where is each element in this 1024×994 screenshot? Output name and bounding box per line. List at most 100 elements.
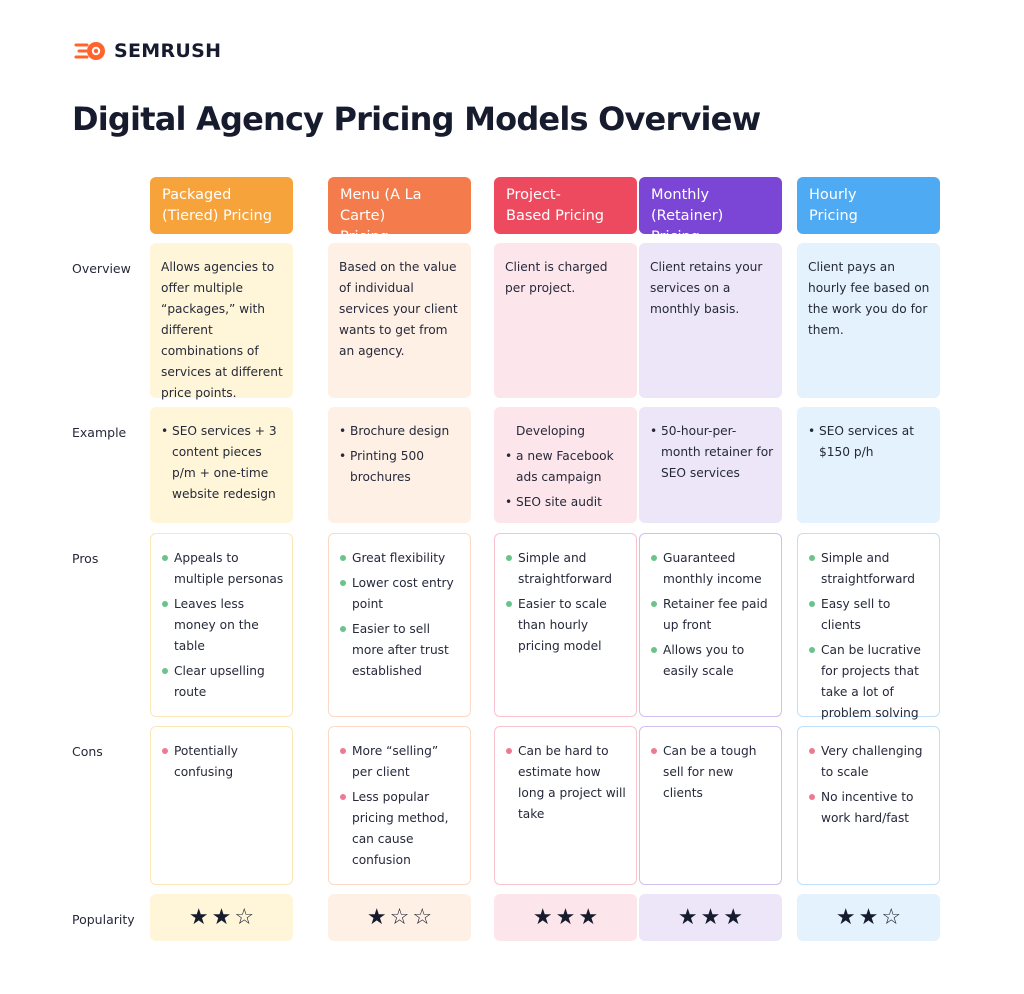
column-header: Monthly (Retainer) Pricing [639, 177, 782, 245]
pros-list: Guaranteed monthly income Retainer fee pa… [651, 548, 773, 682]
overview-cell: Client retains your services on a monthl… [639, 243, 782, 398]
column-header-line: Monthly [651, 187, 710, 203]
column-header: Project- Based Pricing [494, 177, 637, 234]
con-item: Very challenging to scale [809, 741, 931, 783]
column-header-line: Menu (A La Carte) [340, 187, 422, 224]
star-filled-icon: ★ [578, 904, 599, 930]
row-label-pros: Pros [72, 551, 99, 566]
star-filled-icon: ★ [677, 904, 698, 930]
star-empty-icon: ☆ [881, 904, 902, 930]
page-title: Digital Agency Pricing Models Overview [72, 100, 761, 138]
column-header: Hourly Pricing [797, 177, 940, 234]
pro-item: Appeals to multiple personas [162, 548, 284, 590]
example-item: SEO services + 3 content pieces p/m + on… [161, 421, 285, 505]
pro-item: Easy sell to clients [809, 594, 931, 636]
row-label-cons: Cons [72, 744, 103, 759]
con-item: Can be a tough sell for new clients [651, 741, 773, 804]
cons-cell: Potentially confusing [150, 726, 293, 885]
column-header-line: Project- [506, 187, 561, 203]
star-empty-icon: ☆ [389, 904, 410, 930]
pros-cell: Simple and straightforward Easier to scal… [494, 533, 637, 717]
pro-item: Great flexibility [340, 548, 462, 569]
pro-item: Guaranteed monthly income [651, 548, 773, 590]
example-list: SEO services at $150 p/h [808, 421, 932, 463]
brand-name: SEMRUSH [114, 40, 222, 62]
pro-item: Leaves less money on the table [162, 594, 284, 657]
cons-cell: Can be a tough sell for new clients [639, 726, 782, 885]
con-item: Less popular pricing method, can cause c… [340, 787, 462, 871]
pro-item: Simple and straightforward [809, 548, 931, 590]
column-header-line: (Retainer) Pricing [651, 208, 724, 245]
pro-item: Lower cost entry point [340, 573, 462, 615]
example-cell: 50-hour-per-month retainer for SEO servi… [639, 407, 782, 523]
example-item: a new Facebook ads campaign [505, 446, 629, 488]
popularity-rating: ★ ★ ★ [639, 894, 782, 941]
cons-cell: Can be hard to estimate how long a proje… [494, 726, 637, 885]
row-label-popularity: Popularity [72, 912, 135, 927]
example-cell: Developing a new Facebook ads campaign SEO… [494, 407, 637, 523]
cons-list: Potentially confusing [162, 741, 284, 783]
pros-cell: Guaranteed monthly income Retainer fee pa… [639, 533, 782, 717]
example-cell: SEO services at $150 p/h [797, 407, 940, 523]
star-filled-icon: ★ [858, 904, 879, 930]
example-list: Developing a new Facebook ads campaign SEO… [505, 421, 629, 513]
pro-item: Allows you to easily scale [651, 640, 773, 682]
example-cell: Brochure design Printing 500 brochures [328, 407, 471, 523]
row-label-overview: Overview [72, 261, 131, 276]
cons-list: Can be a tough sell for new clients [651, 741, 773, 804]
cons-cell: More “selling” per client Less popular pr… [328, 726, 471, 885]
con-item: More “selling” per client [340, 741, 462, 783]
column-header: Packaged (Tiered) Pricing [150, 177, 293, 234]
pros-cell: Simple and straightforward Easy sell to c… [797, 533, 940, 720]
star-empty-icon: ☆ [412, 904, 433, 930]
column-header-line: Pricing [340, 229, 389, 245]
con-item: No incentive to work hard/fast [809, 787, 931, 829]
semrush-flame-icon [74, 42, 105, 60]
overview-cell: Client is charged per project. [494, 243, 637, 398]
con-item: Can be hard to estimate how long a proje… [506, 741, 628, 825]
overview-text: Allows agencies to offer multiple “packa… [161, 260, 283, 400]
star-filled-icon: ★ [700, 904, 721, 930]
pros-list: Simple and straightforward Easier to scal… [506, 548, 628, 657]
star-filled-icon: ★ [555, 904, 576, 930]
example-list: Brochure design Printing 500 brochures [339, 421, 463, 488]
star-filled-icon: ★ [532, 904, 553, 930]
example-list: 50-hour-per-month retainer for SEO servi… [650, 421, 774, 484]
column-header-line: Pricing [809, 208, 858, 224]
pros-cell: Great flexibility Lower cost entry point E… [328, 533, 471, 717]
star-filled-icon: ★ [188, 904, 209, 930]
popularity-rating: ★ ★ ☆ [150, 894, 293, 941]
column-header-line: (Tiered) Pricing [162, 208, 272, 224]
star-filled-icon: ★ [366, 904, 387, 930]
cons-list: Very challenging to scale No incentive to… [809, 741, 931, 829]
overview-cell: Client pays an hourly fee based on the w… [797, 243, 940, 398]
example-intro: Developing [516, 424, 586, 438]
example-cell: SEO services + 3 content pieces p/m + on… [150, 407, 293, 523]
star-empty-icon: ☆ [234, 904, 255, 930]
popularity-rating: ★ ★ ★ [494, 894, 637, 941]
overview-text: Based on the value of individual service… [339, 260, 458, 358]
popularity-rating: ★ ★ ☆ [797, 894, 940, 941]
pro-item: Easier to sell more after trust establis… [340, 619, 462, 682]
overview-cell: Allows agencies to offer multiple “packa… [150, 243, 293, 400]
pros-cell: Appeals to multiple personas Leaves less … [150, 533, 293, 717]
pro-item: Can be lucrative for projects that take … [809, 640, 931, 724]
column-header-line: Based Pricing [506, 208, 604, 224]
star-filled-icon: ★ [835, 904, 856, 930]
star-filled-icon: ★ [723, 904, 744, 930]
example-item: SEO site audit [505, 492, 629, 513]
star-filled-icon: ★ [211, 904, 232, 930]
example-item: Printing 500 brochures [339, 446, 463, 488]
overview-text: Client is charged per project. [505, 260, 608, 295]
pro-item: Clear upselling route [162, 661, 284, 703]
pros-list: Appeals to multiple personas Leaves less … [162, 548, 284, 703]
example-item: Brochure design [339, 421, 463, 442]
example-item: 50-hour-per-month retainer for SEO servi… [650, 421, 774, 484]
cons-list: More “selling” per client Less popular pr… [340, 741, 462, 871]
column-header: Menu (A La Carte) Pricing [328, 177, 471, 245]
overview-text: Client pays an hourly fee based on the w… [808, 260, 930, 337]
column-header-line: Hourly [809, 187, 857, 203]
column-header-line: Packaged [162, 187, 232, 203]
pro-item: Easier to scale than hourly pricing mode… [506, 594, 628, 657]
row-label-example: Example [72, 425, 127, 440]
